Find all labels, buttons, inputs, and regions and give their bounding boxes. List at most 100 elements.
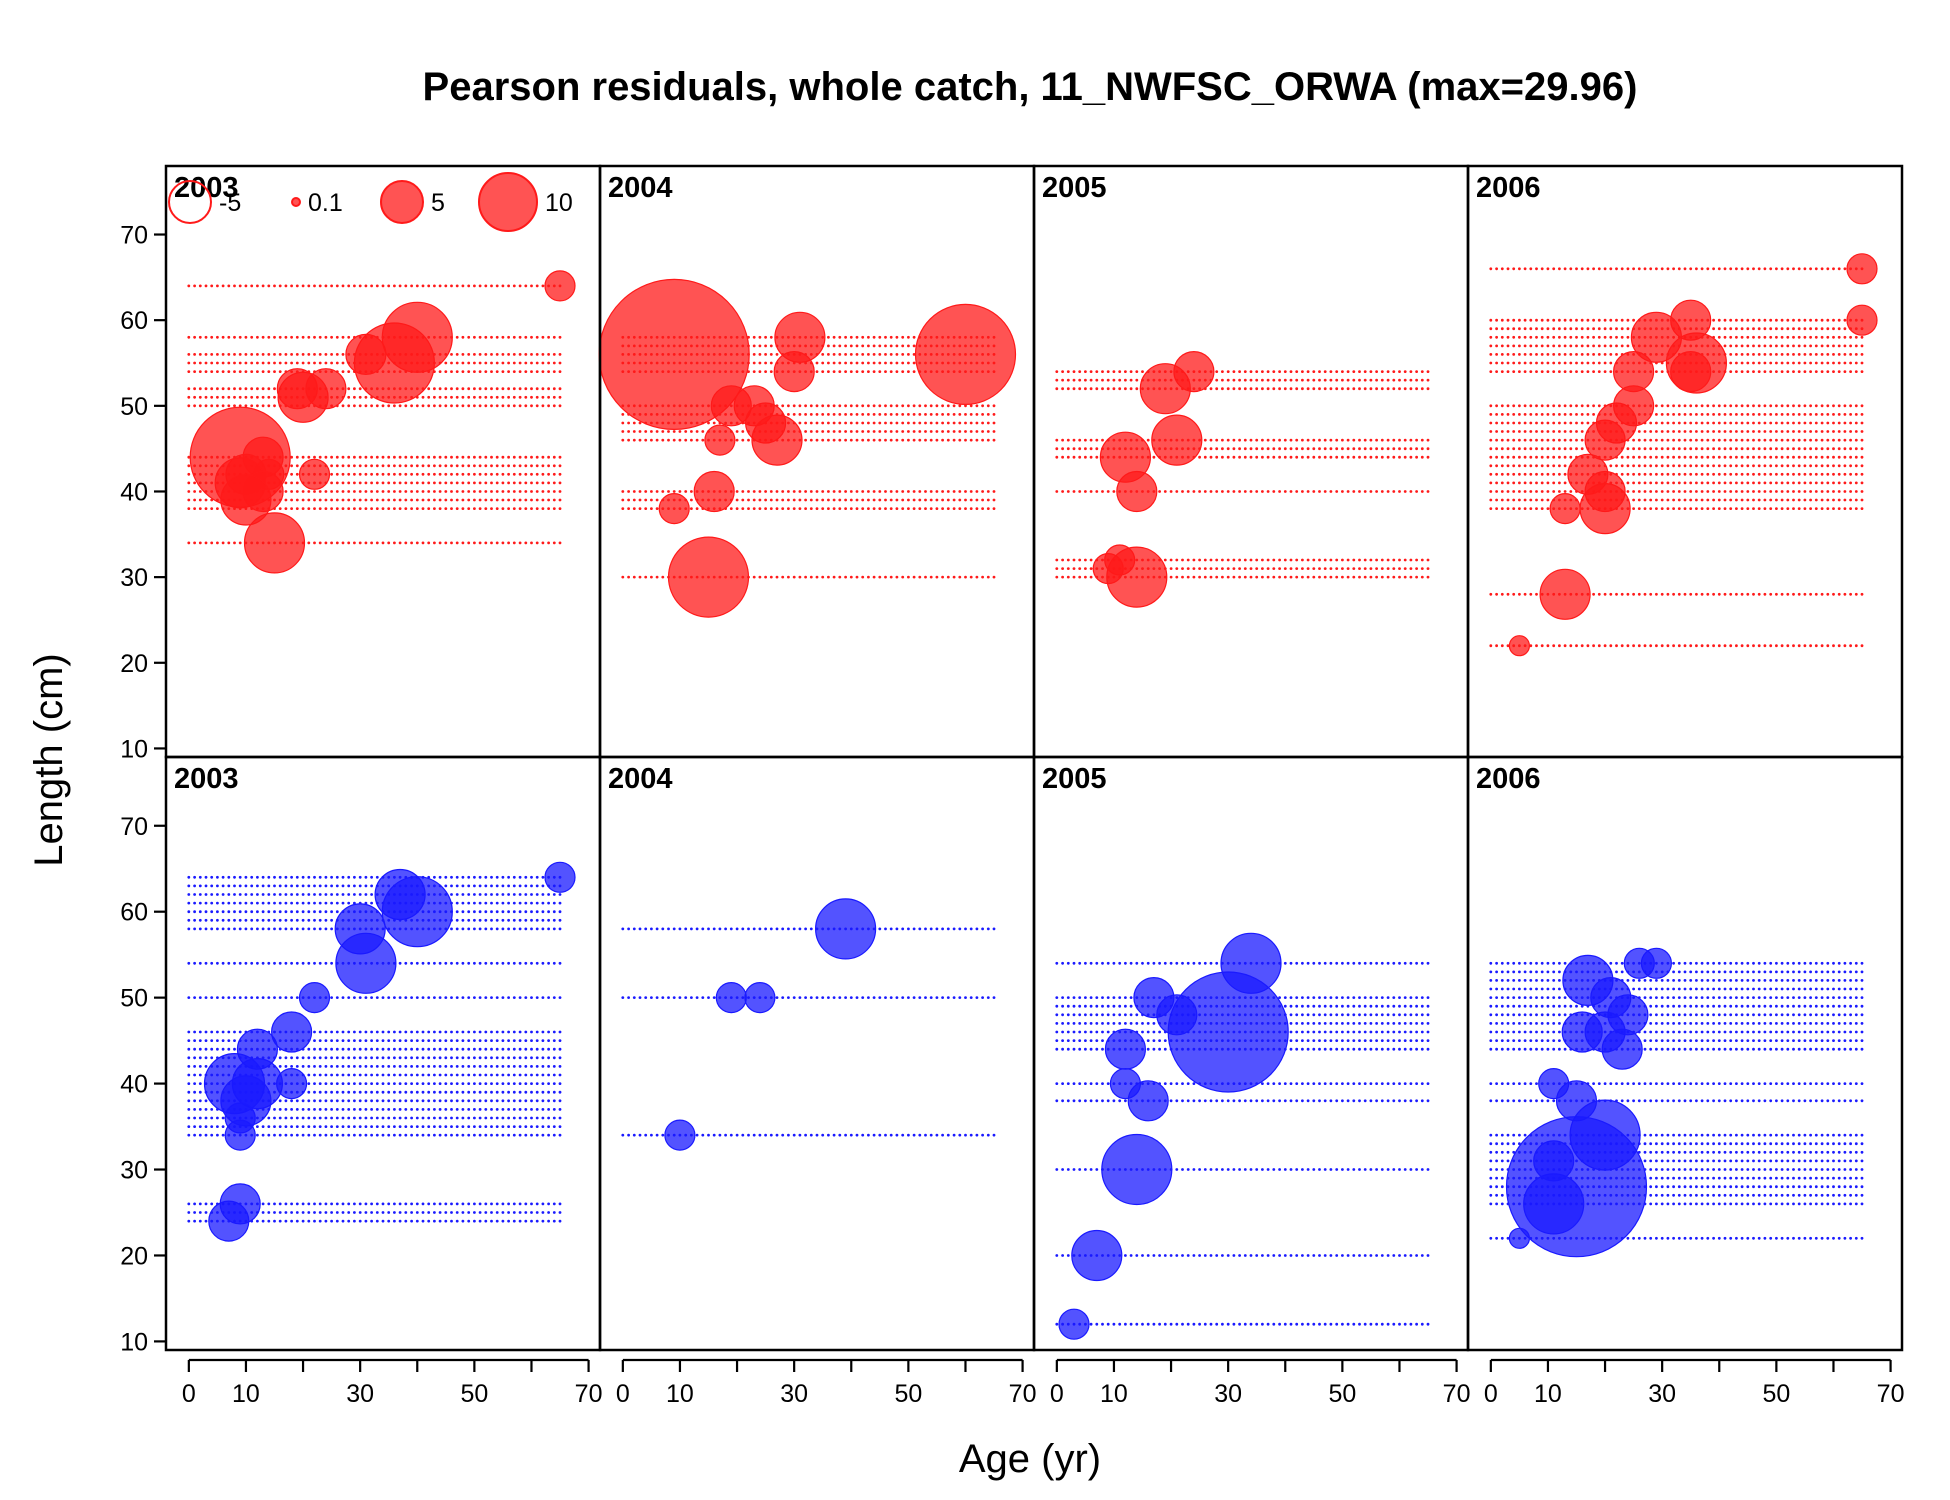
residual-dot [421, 498, 425, 502]
residual-dot [495, 481, 499, 485]
residual-dot [187, 455, 191, 459]
residual-dot [1775, 447, 1778, 451]
residual-dot [398, 455, 402, 459]
residual-dot [1546, 370, 1550, 373]
residual-dot [524, 1090, 528, 1094]
residual-dot [981, 507, 984, 510]
residual-dot [558, 1073, 562, 1077]
residual-dot [256, 353, 259, 356]
residual-dot [912, 498, 916, 502]
residual-dot [467, 498, 471, 502]
residual-dot [233, 404, 236, 408]
residual-dot [1809, 327, 1812, 331]
residual-dot [530, 284, 533, 288]
residual-dot [1295, 387, 1299, 391]
residual-dot [210, 284, 214, 288]
residual-dot [1814, 344, 1818, 348]
residual-dot [364, 395, 368, 399]
residual-dot [1563, 344, 1567, 348]
residual-dot [250, 284, 254, 288]
residual-dot [872, 498, 876, 502]
residual-dot [295, 1099, 299, 1103]
residual-dot [1084, 567, 1087, 570]
residual-dot [690, 430, 693, 433]
residual-dot [193, 404, 197, 408]
residual-dot [1580, 335, 1584, 339]
residual-dot [387, 1202, 391, 1206]
residual-dot [1615, 464, 1618, 468]
residual-dot [495, 455, 499, 459]
residual-dot [1780, 498, 1784, 502]
residual-dot [1209, 558, 1213, 562]
residual-dot [484, 370, 488, 373]
residual-dot [358, 387, 362, 391]
residual-dot [1066, 438, 1070, 442]
residual-bubble [345, 333, 387, 375]
residual-dot [478, 1211, 482, 1214]
residual-dot [501, 361, 505, 365]
residual-dot [1597, 353, 1601, 356]
residual-dot [1243, 378, 1247, 382]
residual-dot [1729, 413, 1733, 416]
residual-dot [198, 387, 202, 391]
residual-dot [1518, 481, 1521, 485]
residual-dot [467, 1125, 471, 1128]
residual-dot [781, 404, 785, 408]
residual-dot [1169, 567, 1173, 570]
residual-dot [1369, 378, 1373, 382]
residual-dot [1843, 447, 1847, 451]
residual-dot [370, 1219, 373, 1223]
residual-dot [1535, 344, 1538, 348]
residual-dot [507, 1108, 510, 1111]
residual-dot [1717, 327, 1721, 331]
residual-dot [530, 1073, 533, 1077]
residual-dot [273, 361, 276, 365]
residual-dot [347, 507, 351, 510]
residual-dot [1626, 644, 1630, 648]
residual-dot [535, 1090, 539, 1094]
residual-dot [1072, 387, 1076, 391]
residual-dot [187, 1211, 191, 1214]
residual-dot [638, 575, 642, 579]
residual-dot [1826, 327, 1830, 331]
residual-dot [1763, 464, 1767, 468]
residual-dot [1055, 370, 1059, 373]
residual-dot [1066, 447, 1070, 451]
residual-dot [1523, 490, 1527, 493]
residual-dot [1518, 370, 1521, 373]
residual-dot [1380, 438, 1384, 442]
residual-dot [907, 353, 910, 356]
residual-dot [832, 507, 836, 510]
residual-dot [404, 481, 408, 485]
residual-dot [433, 1125, 436, 1128]
residual-dot [1489, 447, 1493, 451]
residual-dot [907, 507, 910, 510]
residual-dot [524, 1133, 528, 1137]
residual-dot [1683, 644, 1687, 648]
residual-dot [501, 1108, 505, 1111]
residual-dot [758, 361, 762, 365]
residual-dot [490, 490, 493, 493]
residual-dot [290, 472, 293, 476]
residual-dot [375, 1065, 379, 1068]
residual-dot [1723, 447, 1727, 451]
residual-dot [1369, 567, 1373, 570]
residual-dot [295, 498, 299, 502]
residual-dot [467, 490, 471, 493]
residual-dot [1335, 558, 1339, 562]
residual-dot [1272, 438, 1276, 442]
residual-dot [1563, 404, 1567, 408]
residual-dot [467, 353, 471, 356]
residual-dot [1580, 344, 1584, 348]
panel-top-2006: 2006 [1466, 164, 1904, 759]
residual-dot [621, 498, 625, 502]
residual-dot [233, 335, 236, 339]
residual-dot [221, 361, 225, 365]
residual-dot [387, 507, 391, 510]
residual-dot [1592, 353, 1595, 356]
residual-dot [273, 335, 276, 339]
residual-dot [1272, 447, 1276, 451]
residual-dot [1775, 335, 1778, 339]
residual-dot [193, 1116, 197, 1120]
residual-dot [444, 1219, 448, 1223]
